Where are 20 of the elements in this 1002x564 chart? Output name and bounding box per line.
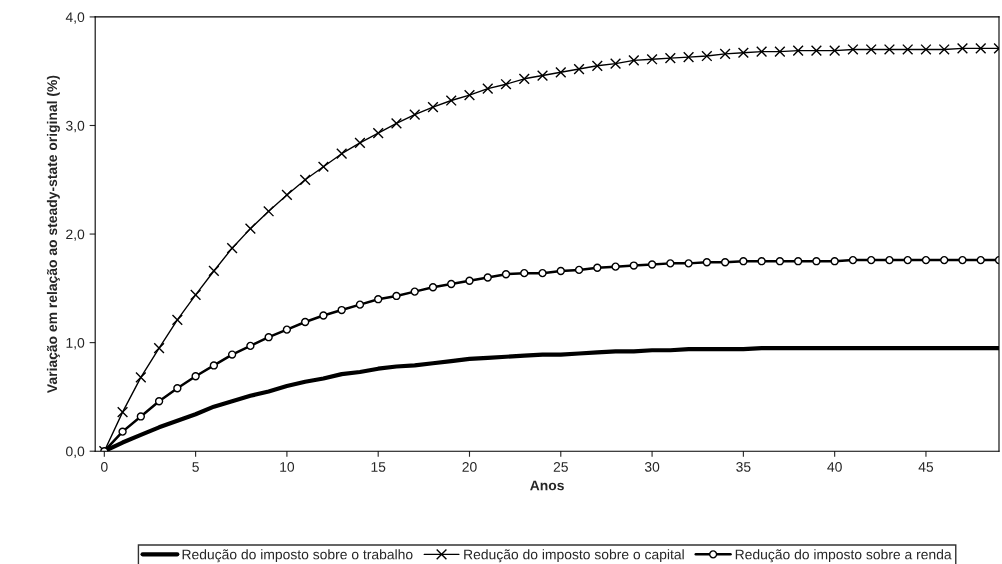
x-tick-label: 40 [827, 461, 842, 472]
x-tick-label: 25 [553, 461, 568, 472]
x-tick-label: 45 [918, 462, 934, 472]
x-tick-label: 30 [644, 461, 660, 472]
x-tick-label: 0 [101, 461, 108, 472]
y-tick-label: 0,0 [66, 446, 85, 459]
y-tick-label: 3,0 [66, 120, 85, 133]
x-tick-label: 35 [736, 461, 751, 472]
legend-label: Redução do imposto sobre a renda [735, 549, 952, 563]
y-axis-title: Variação em relação ao steady-state original (%) [46, 75, 60, 393]
x-tick-label: 10 [280, 461, 295, 472]
y-tick-label: 4,0 [65, 12, 85, 24]
y-tick-label: 1,0 [66, 337, 85, 350]
x-axis-title: Anos [530, 480, 564, 491]
legend-label: Redução do imposto sobre o trabalho [182, 549, 413, 563]
legend-label: Redução do imposto sobre o capital [464, 549, 684, 563]
x-tick-label: 5 [192, 462, 199, 472]
x-tick-label: 20 [462, 461, 477, 472]
x-tick-label: 15 [371, 462, 386, 472]
y-tick-label: 2,0 [66, 229, 85, 241]
